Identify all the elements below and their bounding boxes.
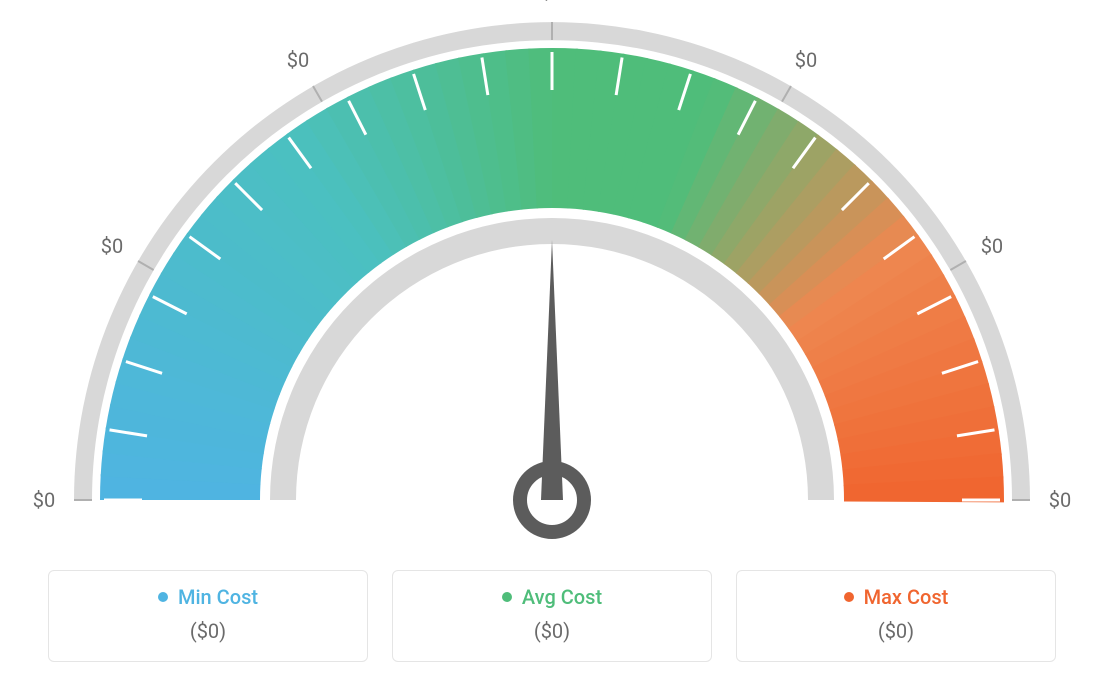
legend-value-avg: ($0) (393, 619, 711, 643)
gauge-tick-label: $0 (981, 234, 1003, 258)
legend-label-avg: Avg Cost (502, 585, 602, 609)
dot-icon (502, 592, 512, 602)
legend-label-text: Avg Cost (522, 585, 602, 609)
gauge-tick-label: $0 (33, 488, 55, 512)
gauge-tick-label: $0 (795, 48, 817, 72)
legend-value-min: ($0) (49, 619, 367, 643)
dot-icon (844, 592, 854, 602)
gauge-tick-label: $0 (101, 234, 123, 258)
gauge-chart: $0 $0 $0 $0 $0 $0 $0 (0, 0, 1104, 560)
legend-row: Min Cost ($0) Avg Cost ($0) Max Cost ($0… (0, 570, 1104, 662)
gauge-tick-label: $0 (1049, 488, 1071, 512)
legend-card-avg: Avg Cost ($0) (392, 570, 712, 662)
legend-label-min: Min Cost (158, 585, 258, 609)
legend-label-text: Max Cost (864, 585, 949, 609)
legend-label-text: Min Cost (178, 585, 258, 609)
dot-icon (158, 592, 168, 602)
gauge-svg (0, 0, 1104, 560)
legend-card-max: Max Cost ($0) (736, 570, 1056, 662)
legend-label-max: Max Cost (844, 585, 949, 609)
gauge-tick-label: $0 (541, 0, 563, 4)
legend-card-min: Min Cost ($0) (48, 570, 368, 662)
legend-value-max: ($0) (737, 619, 1055, 643)
gauge-tick-label: $0 (287, 48, 309, 72)
